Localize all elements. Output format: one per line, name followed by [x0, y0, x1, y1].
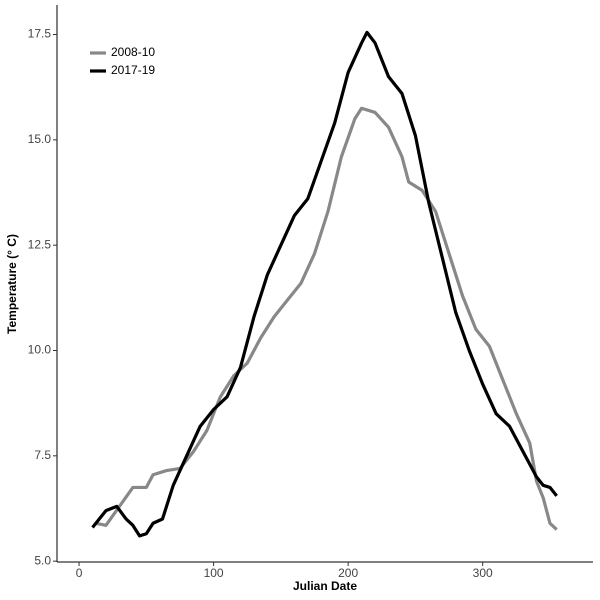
legend-label: 2017-19: [111, 63, 155, 77]
x-tick-label: 200: [338, 566, 358, 580]
x-axis-title: Julian Date: [293, 579, 357, 593]
y-tick-label: 12.5: [28, 237, 52, 251]
y-axis-title: Temperature (° C): [5, 234, 19, 334]
x-tick-label: 300: [473, 566, 493, 580]
y-tick-label: 10.0: [28, 343, 52, 357]
x-tick-label: 0: [76, 566, 83, 580]
line-series: [94, 106, 558, 531]
y-tick-label: 5.0: [34, 553, 51, 567]
x-tick-label: 100: [204, 566, 224, 580]
legend-label: 2008-10: [111, 45, 155, 59]
line-series: [91, 30, 558, 538]
y-tick-label: 7.5: [34, 448, 51, 462]
y-tick-label: 15.0: [28, 132, 52, 146]
y-tick-label: 17.5: [28, 27, 52, 41]
